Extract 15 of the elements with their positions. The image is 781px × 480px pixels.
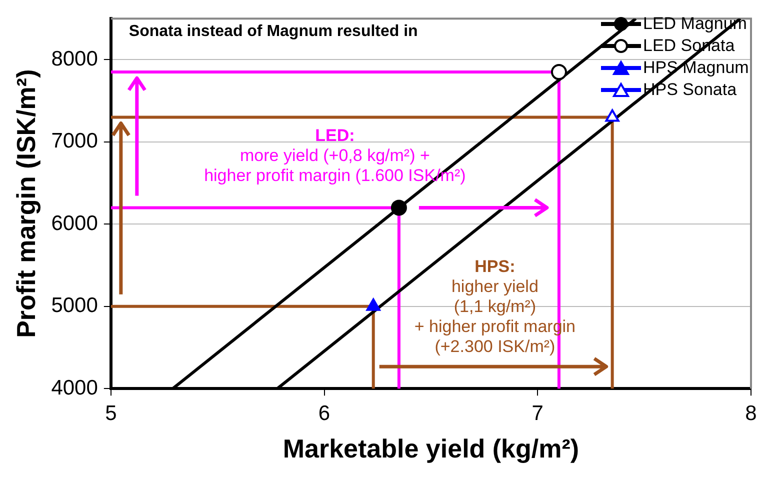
y-tick-label: 4000 [51,376,98,400]
point [550,64,567,80]
x-axis-title: Marketable yield (kg/m²) [282,434,580,464]
x-tick-label: 6 [318,402,330,425]
y-tick-label: 8000 [51,48,98,71]
point [390,200,407,216]
y-tick-label: 6000 [51,212,98,235]
x-tick-label: 8 [745,402,757,425]
chart-title: Sonata instead of Magnum resulted in [128,22,418,41]
x-tick-label: 7 [532,402,544,425]
y-axis-title: Profit margin (ISK/m²) [10,69,41,338]
point [366,298,380,311]
y-tick-label: 5000 [51,294,98,318]
y-tick-label: 7000 [51,130,98,153]
x-tick-label: 5 [105,402,117,425]
